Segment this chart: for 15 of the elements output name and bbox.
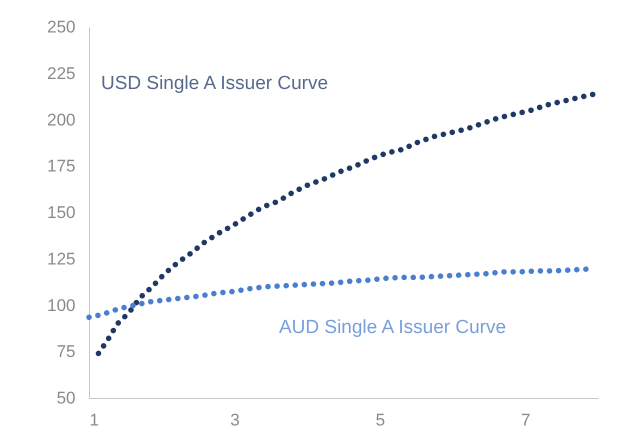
y-tick-label: 75 [56,342,76,362]
y-tick-label: 100 [47,296,76,315]
y-tick-label: 125 [47,249,76,268]
y-tick-label: 250 [47,18,76,36]
x-tick-label: 1 [90,410,99,430]
x-tick-label: 3 [230,410,240,430]
y-tick-label: 225 [47,64,76,83]
series-label: AUD Single A Issuer Curve [279,317,506,338]
y-tick-label: 200 [47,110,76,130]
x-tick-label: 7 [521,410,531,430]
x-tick-label: 5 [376,410,386,430]
y-tick-label: 50 [56,388,76,408]
y-tick-label: 150 [47,203,76,222]
text: USD Single A Issuer Curve [101,73,328,94]
y-tick-label: 175 [47,156,76,176]
